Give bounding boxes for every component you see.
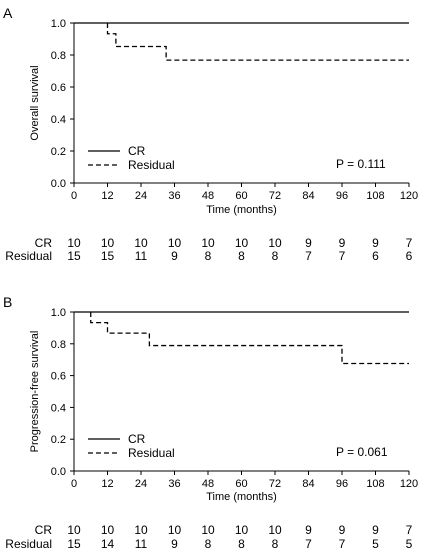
x-tick-label: 108 bbox=[366, 190, 384, 202]
x-tick-label: 120 bbox=[400, 478, 418, 490]
risk-count: 10 bbox=[201, 523, 215, 537]
risk-count: 14 bbox=[101, 537, 115, 550]
risk-count: 8 bbox=[205, 537, 212, 550]
risk-row-label: CR bbox=[35, 236, 53, 250]
y-tick-label: 0.2 bbox=[51, 146, 66, 158]
panel-label: A bbox=[3, 5, 13, 21]
risk-count: 9 bbox=[372, 523, 379, 537]
x-tick-label: 96 bbox=[336, 478, 348, 490]
risk-count: 9 bbox=[339, 523, 346, 537]
risk-count: 9 bbox=[305, 523, 312, 537]
risk-row-label: CR bbox=[35, 523, 53, 537]
x-tick-label: 60 bbox=[235, 190, 247, 202]
risk-count: 5 bbox=[372, 537, 379, 550]
risk-count: 11 bbox=[135, 537, 148, 550]
risk-count: 10 bbox=[168, 523, 182, 537]
y-tick-label: 1.0 bbox=[51, 307, 66, 319]
risk-count: 10 bbox=[101, 523, 115, 537]
risk-count: 8 bbox=[238, 249, 245, 263]
risk-count: 10 bbox=[235, 523, 249, 537]
risk-count: 10 bbox=[67, 236, 81, 250]
risk-count: 8 bbox=[272, 249, 279, 263]
p-value-annotation: P = 0.111 bbox=[336, 157, 386, 171]
x-tick-label: 24 bbox=[135, 190, 147, 202]
x-tick-label: 72 bbox=[269, 478, 281, 490]
risk-count: 15 bbox=[67, 537, 81, 550]
y-tick-label: 0.8 bbox=[51, 50, 66, 62]
x-tick-label: 84 bbox=[302, 478, 314, 490]
x-tick-label: 12 bbox=[101, 190, 113, 202]
series-line-residual bbox=[106, 23, 409, 61]
risk-count: 9 bbox=[305, 236, 312, 250]
risk-count: 10 bbox=[101, 236, 115, 250]
y-tick-label: 0.6 bbox=[51, 82, 66, 94]
y-axis-label: Progression-free survival bbox=[29, 331, 41, 453]
risk-count: 10 bbox=[134, 523, 148, 537]
risk-count: 8 bbox=[205, 249, 212, 263]
legend-label: CR bbox=[128, 432, 146, 446]
x-axis-label: Time (months) bbox=[206, 204, 277, 216]
legend-label: Residual bbox=[128, 158, 175, 172]
risk-count: 10 bbox=[201, 236, 215, 250]
risk-count: 10 bbox=[134, 236, 148, 250]
km-panel-b: B0.00.20.40.60.81.00 12 24 36 48 60 72 84 96 108 1… bbox=[3, 294, 418, 550]
risk-count: 10 bbox=[168, 236, 182, 250]
risk-count: 7 bbox=[305, 537, 312, 550]
x-tick-label: 108 bbox=[366, 478, 384, 490]
x-tick-label: 48 bbox=[202, 478, 214, 490]
risk-count: 7 bbox=[339, 537, 346, 550]
x-tick-label: 36 bbox=[168, 190, 180, 202]
risk-count: 10 bbox=[268, 523, 282, 537]
x-tick-label: 24 bbox=[135, 478, 147, 490]
risk-count: 10 bbox=[235, 236, 249, 250]
x-tick-label: 0 bbox=[71, 478, 77, 490]
legend-label: Residual bbox=[128, 446, 175, 460]
x-tick-label: 96 bbox=[336, 190, 348, 202]
risk-count: 11 bbox=[135, 249, 148, 263]
y-tick-label: 0.0 bbox=[51, 178, 66, 190]
risk-count: 15 bbox=[101, 249, 115, 263]
risk-count: 8 bbox=[272, 537, 279, 550]
risk-count: 9 bbox=[372, 236, 379, 250]
x-tick-label: 48 bbox=[202, 190, 214, 202]
risk-count: 7 bbox=[305, 249, 312, 263]
risk-count: 7 bbox=[406, 523, 413, 537]
y-tick-label: 0.4 bbox=[51, 114, 66, 126]
risk-count: 5 bbox=[406, 537, 413, 550]
y-tick-label: 0.8 bbox=[51, 339, 66, 351]
p-value-annotation: P = 0.061 bbox=[336, 445, 388, 459]
risk-count: 15 bbox=[67, 249, 81, 263]
x-tick-label: 120 bbox=[400, 190, 418, 202]
legend-label: CR bbox=[128, 144, 146, 158]
y-tick-label: 0.6 bbox=[51, 371, 66, 383]
risk-count: 7 bbox=[339, 249, 346, 263]
y-tick-label: 0.0 bbox=[51, 466, 66, 478]
risk-row-label: Residual bbox=[5, 249, 52, 263]
series-line-residual bbox=[90, 312, 409, 365]
risk-count: 6 bbox=[372, 249, 379, 263]
y-tick-label: 0.4 bbox=[51, 402, 66, 414]
risk-count: 9 bbox=[171, 249, 178, 263]
risk-row-label: Residual bbox=[5, 537, 52, 550]
risk-count: 8 bbox=[238, 537, 245, 550]
risk-count: 7 bbox=[406, 236, 413, 250]
panel-label: B bbox=[3, 294, 12, 310]
km-panel-a: A0.00.20.40.60.81.00 12 24 36 48 60 72 84 96 108 1… bbox=[3, 5, 418, 263]
y-axis-label: Overall survival bbox=[29, 65, 41, 140]
y-tick-label: 0.2 bbox=[51, 434, 66, 446]
x-tick-label: 0 bbox=[71, 190, 77, 202]
x-tick-label: 60 bbox=[235, 478, 247, 490]
risk-count: 10 bbox=[268, 236, 282, 250]
x-tick-label: 72 bbox=[269, 190, 281, 202]
x-tick-label: 36 bbox=[168, 478, 180, 490]
y-tick-label: 1.0 bbox=[51, 18, 66, 30]
risk-count: 9 bbox=[171, 537, 178, 550]
x-tick-label: 12 bbox=[101, 478, 113, 490]
x-tick-label: 84 bbox=[302, 190, 314, 202]
risk-count: 10 bbox=[67, 523, 81, 537]
risk-count: 6 bbox=[406, 249, 413, 263]
risk-count: 9 bbox=[339, 236, 346, 250]
x-axis-label: Time (months) bbox=[206, 491, 277, 503]
